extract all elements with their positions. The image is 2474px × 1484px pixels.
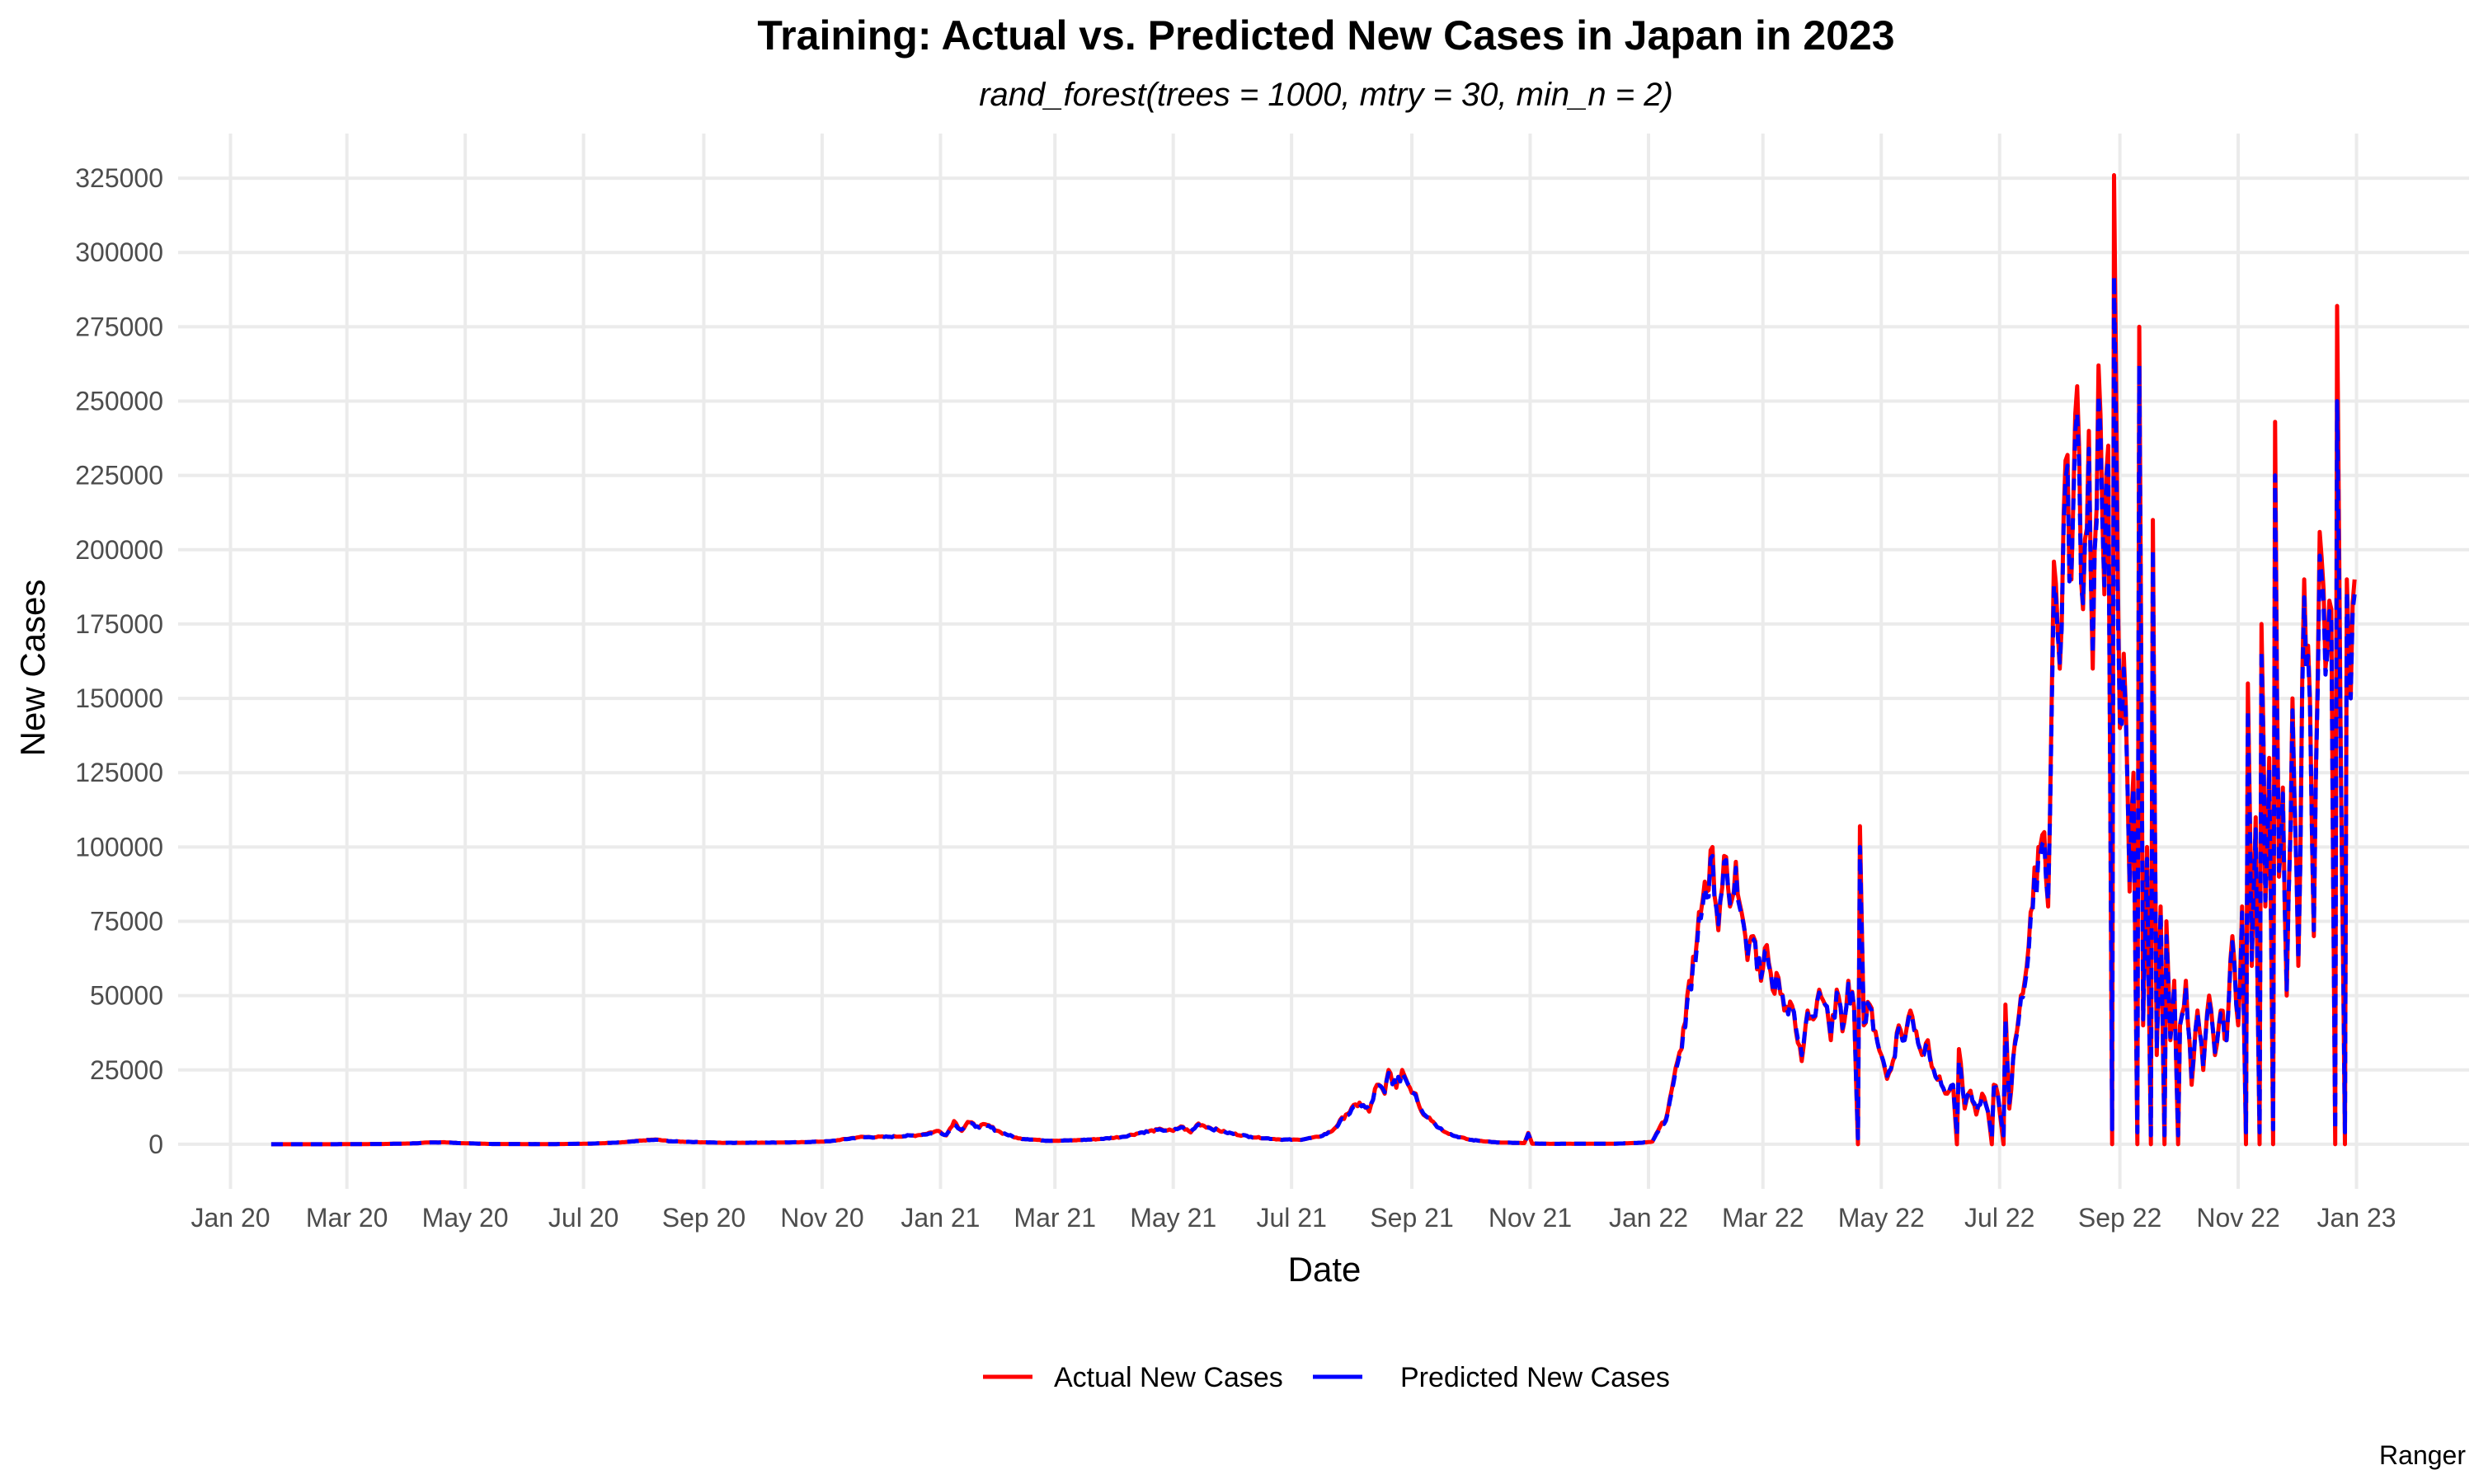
y-tick-label: 225000	[75, 461, 163, 491]
legend-label-actual: Actual New Cases	[1054, 1362, 1283, 1393]
x-tick-labels: Jan 20 Mar 20 May 20 Jul 20 Sep 20 Nov 20 Jan …	[190, 1203, 2396, 1233]
chart-title: Training: Actual vs. Predicted New Cases…	[757, 12, 1894, 59]
x-tick-label: Sep 22	[2078, 1203, 2161, 1233]
y-tick-label: 75000	[90, 906, 163, 936]
x-tick-label: May 20	[422, 1203, 509, 1233]
chart-subtitle: rand_forest(trees = 1000, mtry = 30, min…	[979, 77, 1673, 113]
legend-label-predicted: Predicted New Cases	[1400, 1362, 1670, 1393]
x-tick-label: Nov 20	[780, 1203, 863, 1233]
series-lines	[270, 173, 2357, 1147]
y-axis-title: New Cases	[13, 580, 52, 757]
y-tick-label: 250000	[75, 387, 163, 416]
x-tick-label: Sep 20	[662, 1203, 745, 1233]
y-tick-label: 25000	[90, 1055, 163, 1085]
x-tick-label: Jan 23	[2317, 1203, 2396, 1233]
y-tick-label: 300000	[75, 237, 163, 267]
x-tick-label: Jan 21	[901, 1203, 980, 1233]
y-tick-label: 275000	[75, 312, 163, 341]
y-tick-label: 200000	[75, 535, 163, 565]
y-tick-label: 325000	[75, 163, 163, 193]
grid-lines	[178, 134, 2469, 1189]
y-tick-label: 100000	[75, 832, 163, 862]
x-axis-title: Date	[1288, 1250, 1362, 1289]
y-tick-label: 150000	[75, 683, 163, 713]
x-tick-label: Jul 22	[1964, 1203, 2034, 1233]
y-tick-label: 0	[148, 1129, 163, 1159]
y-tick-labels: 0 25000 50000 75000 100000 125000 150000 175000…	[75, 163, 163, 1159]
y-tick-label: 175000	[75, 609, 163, 639]
x-tick-label: Jul 20	[548, 1203, 618, 1233]
x-tick-label: Mar 20	[306, 1203, 388, 1233]
y-tick-label: 50000	[90, 981, 163, 1011]
x-tick-label: Sep 21	[1370, 1203, 1453, 1233]
series-line-predicted	[270, 274, 2357, 1147]
x-tick-label: Jul 21	[1256, 1203, 1326, 1233]
y-tick-label: 125000	[75, 758, 163, 787]
x-tick-label: Mar 21	[1014, 1203, 1096, 1233]
x-tick-label: Jan 20	[190, 1203, 270, 1233]
x-tick-label: May 22	[1838, 1203, 1925, 1233]
x-tick-label: Mar 22	[1722, 1203, 1804, 1233]
x-tick-label: Nov 21	[1489, 1203, 1572, 1233]
x-tick-label: May 21	[1130, 1203, 1216, 1233]
chart-caption: Ranger	[2379, 1440, 2466, 1470]
x-tick-label: Nov 22	[2196, 1203, 2279, 1233]
x-tick-label: Jan 22	[1609, 1203, 1688, 1233]
legend: Actual New Cases Predicted New Cases	[983, 1362, 1670, 1393]
